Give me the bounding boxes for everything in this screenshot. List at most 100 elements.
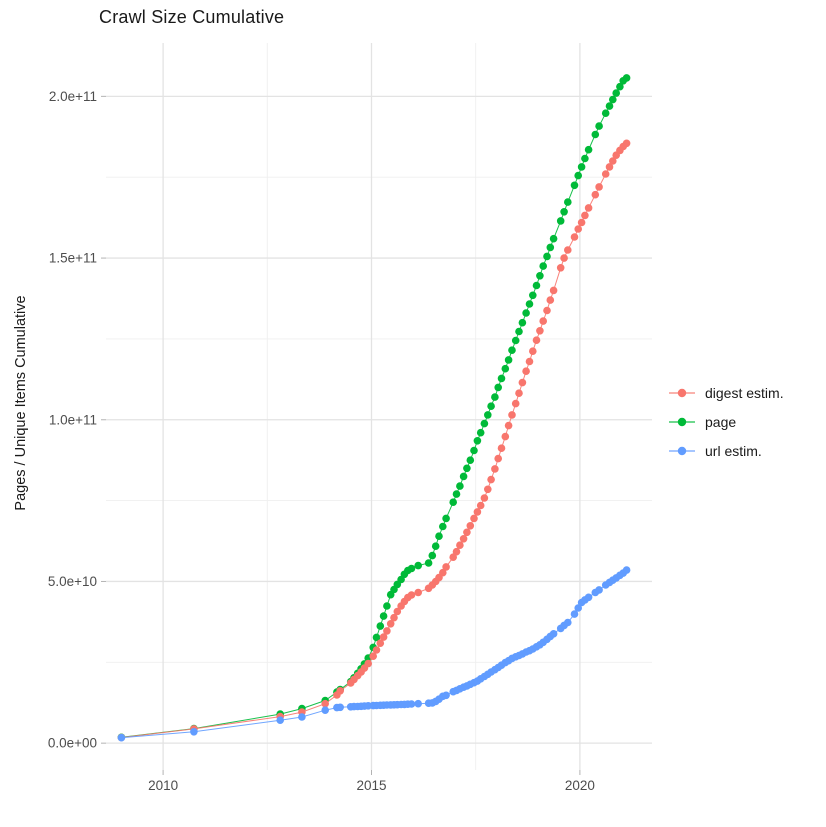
data-point bbox=[508, 346, 516, 355]
data-point bbox=[529, 291, 537, 300]
x-tick-label: 2020 bbox=[565, 778, 595, 793]
data-point bbox=[601, 109, 610, 117]
data-point bbox=[491, 393, 499, 401]
data-point bbox=[459, 535, 468, 543]
data-point bbox=[276, 716, 285, 724]
legend-label: page bbox=[705, 413, 737, 430]
data-point bbox=[556, 217, 565, 225]
data-point bbox=[466, 456, 475, 465]
data-point bbox=[591, 190, 600, 199]
data-point bbox=[546, 296, 555, 304]
data-point bbox=[511, 336, 520, 345]
legend-key-icon bbox=[669, 417, 695, 426]
data-point bbox=[376, 639, 385, 647]
legend-item: digest estim. bbox=[668, 378, 784, 407]
data-point bbox=[452, 490, 461, 498]
data-point bbox=[501, 364, 510, 373]
data-point bbox=[543, 252, 551, 261]
data-point bbox=[504, 421, 513, 430]
y-tick-label: 1.0e+11 bbox=[49, 412, 97, 427]
legend-label: url estim. bbox=[705, 442, 762, 459]
data-point bbox=[414, 561, 423, 570]
data-point bbox=[564, 246, 572, 254]
data-point bbox=[546, 243, 555, 252]
data-point bbox=[529, 347, 537, 356]
data-point bbox=[487, 475, 495, 484]
data-point bbox=[536, 327, 544, 335]
data-point bbox=[336, 703, 345, 712]
data-point bbox=[577, 163, 586, 171]
data-point bbox=[622, 74, 631, 82]
legend-key-icon bbox=[669, 388, 695, 397]
data-point bbox=[539, 262, 547, 270]
data-point bbox=[393, 607, 402, 616]
data-point bbox=[532, 281, 541, 290]
data-point bbox=[117, 733, 126, 742]
data-point bbox=[560, 208, 568, 216]
data-point bbox=[609, 157, 617, 165]
data-point bbox=[543, 306, 551, 315]
data-point bbox=[622, 139, 631, 148]
data-point bbox=[522, 367, 530, 376]
data-point bbox=[431, 542, 440, 550]
data-point bbox=[386, 620, 395, 628]
data-point bbox=[414, 699, 423, 708]
y-tick-label: 5.0e+10 bbox=[48, 574, 97, 589]
data-point bbox=[487, 402, 495, 411]
data-point bbox=[449, 498, 458, 507]
data-point bbox=[336, 687, 345, 695]
data-point bbox=[321, 706, 330, 714]
data-point bbox=[560, 254, 568, 262]
data-point bbox=[480, 419, 489, 428]
data-point bbox=[577, 218, 586, 227]
data-point bbox=[497, 444, 506, 453]
data-point bbox=[439, 568, 447, 577]
data-point bbox=[570, 610, 579, 618]
data-point bbox=[570, 233, 579, 241]
data-point bbox=[595, 183, 603, 191]
data-point bbox=[407, 564, 416, 573]
chart-title: Crawl Size Cumulative bbox=[99, 7, 285, 27]
data-point bbox=[556, 264, 565, 272]
data-point bbox=[536, 272, 544, 280]
data-point bbox=[449, 553, 458, 561]
data-point bbox=[442, 514, 450, 523]
data-point bbox=[463, 528, 471, 537]
data-point bbox=[407, 700, 416, 708]
x-tick-label: 2010 bbox=[148, 778, 178, 793]
data-point bbox=[549, 630, 558, 638]
data-point bbox=[456, 541, 464, 549]
data-point bbox=[595, 122, 603, 130]
data-point bbox=[476, 501, 485, 510]
data-point bbox=[480, 494, 489, 502]
data-point bbox=[522, 309, 530, 317]
data-point bbox=[595, 586, 603, 594]
data-point bbox=[581, 154, 589, 163]
data-point bbox=[414, 588, 423, 597]
data-point bbox=[369, 652, 378, 660]
data-point bbox=[379, 633, 388, 641]
y-tick-label: 1.5e+11 bbox=[49, 251, 97, 266]
data-point bbox=[364, 659, 373, 668]
data-point bbox=[605, 163, 614, 171]
data-point bbox=[484, 411, 492, 419]
data-point bbox=[591, 130, 600, 139]
data-point bbox=[424, 559, 433, 567]
data-point bbox=[442, 563, 450, 571]
data-point bbox=[439, 522, 447, 531]
data-point bbox=[435, 532, 443, 540]
data-point bbox=[470, 446, 478, 455]
data-point bbox=[466, 522, 475, 530]
data-point bbox=[564, 618, 572, 627]
data-point bbox=[298, 713, 306, 721]
data-point bbox=[515, 389, 523, 398]
data-point bbox=[549, 234, 558, 243]
y-tick-label: 2.0e+11 bbox=[49, 89, 97, 104]
data-point bbox=[473, 437, 482, 445]
data-point bbox=[501, 432, 510, 441]
data-point bbox=[491, 465, 499, 473]
data-point bbox=[473, 508, 482, 516]
data-point bbox=[372, 646, 381, 654]
data-point bbox=[564, 198, 572, 206]
